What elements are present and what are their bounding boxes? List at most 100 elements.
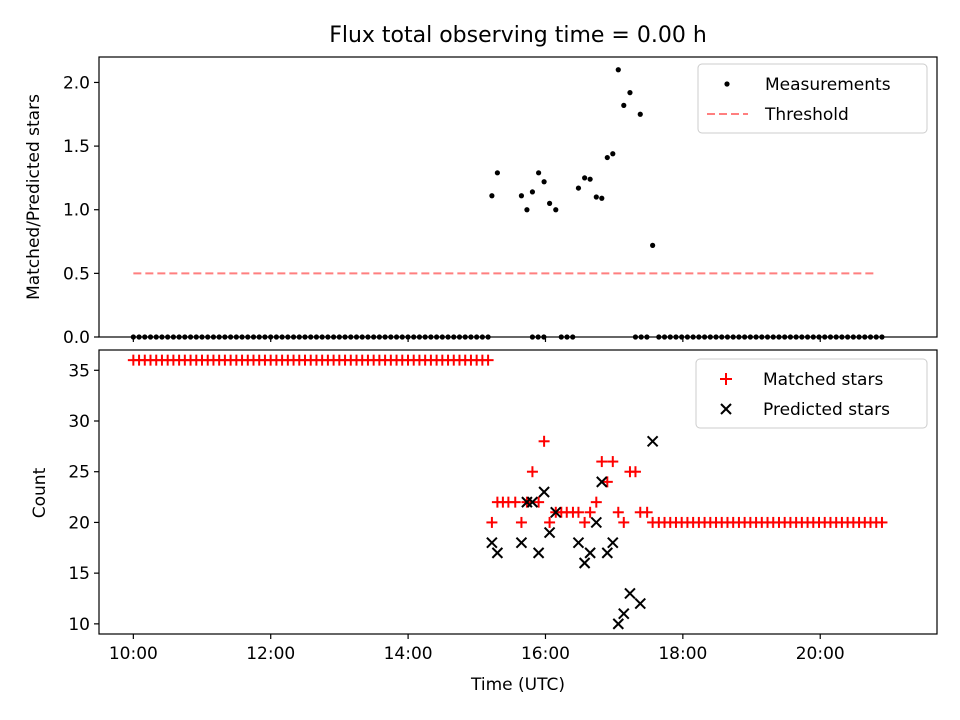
measurement-point (604, 154, 610, 161)
y-tick-label: 2.0 (63, 73, 90, 93)
matched-star-point (618, 516, 630, 528)
matched-star-point (596, 456, 608, 468)
measurement-point (553, 207, 559, 213)
matched-star-point (515, 516, 527, 528)
legend-matched-marker (720, 373, 732, 385)
y-tick-label: 35 (68, 361, 90, 381)
predicted-star-point (538, 486, 550, 498)
matched-star-point (590, 496, 602, 508)
matched-star-point (509, 496, 521, 508)
matched-star-point (533, 496, 545, 508)
matched-star-point (538, 435, 550, 447)
matched-star-point (579, 516, 591, 528)
predicted-star-point (590, 516, 603, 529)
predicted-star-point (634, 597, 646, 610)
predicted-star-point (618, 608, 630, 620)
x-tick-label: 18:00 (658, 644, 707, 664)
measurement-point (524, 207, 530, 213)
x-tick-label: 16:00 (521, 644, 570, 664)
matched-star-point (607, 456, 619, 468)
measurement-point (541, 179, 547, 185)
ratio-plot-frame (98, 56, 938, 338)
y-tick-label: 0.5 (63, 264, 90, 284)
predicted-star-point (572, 537, 585, 549)
measurement-point (610, 151, 616, 157)
x-tick-label: 14:00 (384, 644, 433, 664)
measurement-point (627, 90, 633, 96)
ratio-panel: 0.00.51.01.52.0 Matched/Predicted stars … (24, 56, 938, 348)
y-tick-label: 25 (68, 463, 90, 483)
measurement-point (489, 193, 495, 199)
measurement-point (546, 200, 553, 206)
measurement-point (599, 195, 605, 201)
predicted-star-point (601, 547, 614, 559)
legend-predicted-marker (720, 403, 732, 415)
measurement-point (518, 193, 525, 199)
ratio-axis-ticks: 0.0 0.5 1.0 1.5 2.0 (63, 73, 821, 348)
y-tick-label: 0.0 (63, 328, 90, 348)
measurement-point (582, 175, 588, 181)
matched-star-point (876, 516, 888, 528)
count-axis-ticks: 10:00 12:00 14:00 16:00 18:00 20:00 10 15 20 25 30… (68, 361, 844, 664)
matched-star-point (544, 516, 556, 528)
count-x-axis-label: Time (UTC) (470, 675, 565, 695)
predicted-star-point (612, 618, 624, 630)
ratio-y-axis-label: Matched/Predicted stars (24, 94, 44, 300)
x-tick-label: 10:00 (109, 644, 158, 664)
legend-matched-label: Matched stars (763, 370, 883, 390)
chart-title: Flux total observing time = 0.00 h (329, 23, 707, 48)
predicted-star-point (526, 496, 539, 508)
x-tick-label: 20:00 (796, 644, 845, 664)
predicted-star-point (578, 557, 591, 569)
matched-star-point (647, 516, 659, 528)
predicted-star-point (550, 506, 562, 518)
predicted-star-point (515, 537, 528, 549)
predicted-star-point (491, 547, 504, 559)
matched-star-point (486, 516, 498, 528)
measurement-point (650, 242, 656, 248)
count-plot-marks (127, 354, 888, 630)
matched-star-point (526, 466, 538, 478)
matched-star-point (572, 506, 584, 518)
measurement-point (536, 170, 542, 176)
matched-star-point (641, 506, 653, 518)
count-legend-box (695, 358, 928, 429)
measurement-point (621, 102, 627, 108)
count-y-axis-label: Count (30, 467, 50, 518)
measurement-point (615, 67, 621, 73)
predicted-star-point (607, 537, 619, 549)
matched-star-point (629, 466, 641, 478)
matched-star-point (584, 506, 596, 518)
matched-star-point (612, 506, 624, 518)
matched-star-point (482, 354, 494, 366)
predicted-star-point (532, 547, 545, 559)
ratio-legend-box (697, 63, 928, 134)
predicted-star-point (584, 547, 596, 559)
legend-predicted-label: Predicted stars (763, 400, 890, 420)
y-tick-label: 1.0 (63, 201, 90, 221)
y-tick-label: 20 (68, 513, 90, 533)
predicted-star-point (596, 476, 608, 488)
measurement-point (637, 111, 643, 117)
count-panel: 10:00 12:00 14:00 16:00 18:00 20:00 10 15 20 25 30… (30, 349, 938, 695)
measurement-point (593, 194, 599, 200)
x-tick-label: 12:00 (246, 644, 295, 664)
count-plot-frame (98, 349, 938, 635)
legend-threshold-label: Threshold (764, 105, 849, 125)
count-legend: Matched stars Predicted stars (695, 358, 928, 429)
measurement-point (575, 185, 582, 191)
y-tick-label: 10 (68, 615, 90, 635)
measurement-point (529, 189, 536, 195)
predicted-star-point (543, 526, 556, 539)
y-tick-label: 15 (68, 564, 90, 584)
predicted-star-point (646, 435, 659, 447)
ratio-legend: Measurements Threshold (697, 63, 928, 134)
measurement-point (587, 176, 593, 182)
legend-measurements-marker (724, 81, 730, 87)
matched-star-point (601, 476, 613, 488)
legend-measurements-label: Measurements (765, 75, 891, 95)
predicted-star-point (486, 537, 498, 549)
y-tick-label: 30 (68, 412, 90, 432)
predicted-star-point (624, 587, 636, 600)
